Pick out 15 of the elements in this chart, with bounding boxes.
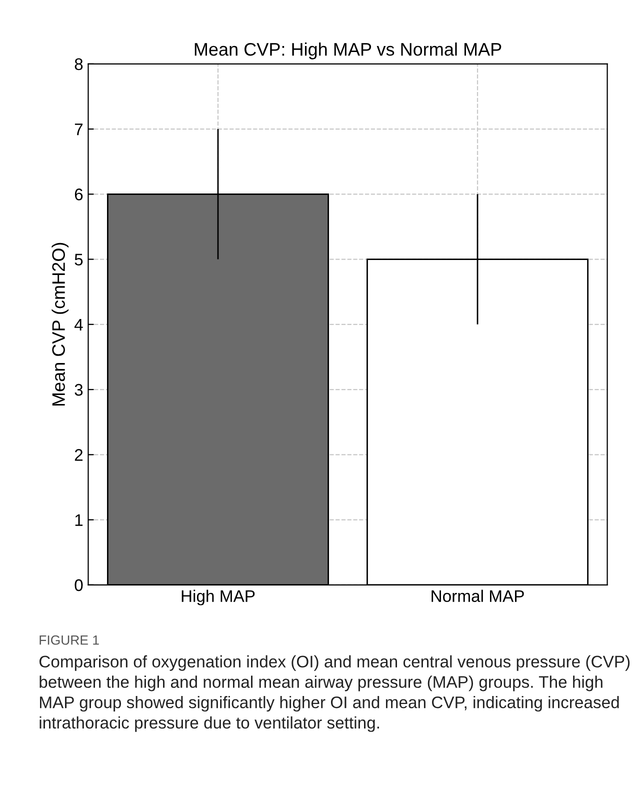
y-tick-label: 5 — [74, 254, 83, 266]
y-tick-label: 4 — [74, 318, 83, 330]
y-tick-label: 2 — [74, 449, 83, 461]
chart-title: Mean CVP: High MAP vs Normal MAP — [194, 42, 502, 60]
y-tick-label: 7 — [74, 124, 83, 136]
caption: FIGURE 1 — [40, 635, 99, 645]
x-tick-label: Normal MAP — [432, 590, 524, 602]
text: Comparison of oxygenation index (OI) and mean central venous pressure (CVP) between the high and normal mean airway pressure (MAP) groups. The high MAP group showed significantly higher OI and mean CVP, indicating increased intrathoracic pressure due to ventilator setting. — [39, 655, 630, 732]
y-tick-label: 8 — [74, 58, 83, 70]
y-tick-label: 6 — [74, 188, 83, 200]
y-tick-label: 3 — [74, 384, 83, 396]
y-axis-title: Mean CVP (cmH2O) — [52, 242, 69, 406]
y-tick-label: 0 — [74, 579, 83, 592]
x-tick-label: High MAP — [182, 590, 255, 606]
y-tick-label: 1 — [75, 514, 83, 526]
